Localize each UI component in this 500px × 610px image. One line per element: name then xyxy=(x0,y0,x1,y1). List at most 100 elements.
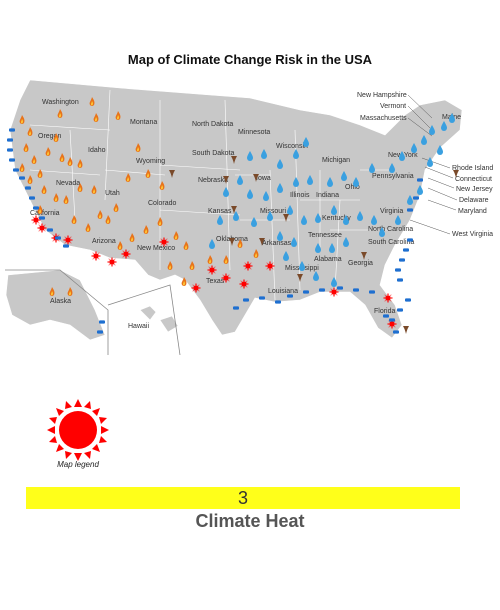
coastal-flood-icon xyxy=(39,216,45,220)
state-label-wisconsin: Wisconsin xyxy=(276,143,308,150)
state-label-montana: Montana xyxy=(130,119,157,126)
state-label-north-dakota: North Dakota xyxy=(192,121,233,128)
state-label-tennessee: Tennessee xyxy=(308,232,342,239)
heat-sun-icon xyxy=(37,223,47,233)
coastal-flood-icon xyxy=(403,248,409,252)
state-label-hawaii: Hawaii xyxy=(128,323,149,330)
heat-sun-icon xyxy=(191,283,201,293)
state-label-florida: Florida xyxy=(374,308,396,315)
coastal-flood-icon xyxy=(397,278,403,282)
state-label-washington: Washington xyxy=(42,99,79,106)
heat-sun-icon xyxy=(63,235,73,245)
coastal-flood-icon xyxy=(383,314,389,318)
coastal-flood-icon xyxy=(405,298,411,302)
state-label-ohio: Ohio xyxy=(345,184,360,191)
coastal-flood-icon xyxy=(55,236,61,240)
coastal-flood-icon xyxy=(393,330,399,334)
usa-lower48-shape xyxy=(9,79,463,339)
coastal-flood-icon xyxy=(63,244,69,248)
state-label-utah: Utah xyxy=(105,190,120,197)
heat-sun-icon xyxy=(243,261,253,271)
heat-sun-icon xyxy=(159,237,169,247)
state-label-arkansas: Arkansas xyxy=(262,240,292,247)
coastal-flood-icon xyxy=(259,296,265,300)
state-label-minnesota: Minnesota xyxy=(238,129,270,136)
state-label-delaware: Delaware xyxy=(459,197,489,204)
state-label-alaska: Alaska xyxy=(50,298,71,305)
coastal-flood-icon xyxy=(399,258,405,262)
coastal-flood-icon xyxy=(243,298,249,302)
coastal-flood-icon xyxy=(19,176,25,180)
callout-lines xyxy=(407,94,458,235)
state-label-iowa: Iowa xyxy=(256,175,271,182)
state-label-illinois: Illinois xyxy=(290,192,310,199)
coastal-flood-icon xyxy=(97,330,103,334)
heat-sun-icon xyxy=(265,261,275,271)
state-label-indiana: Indiana xyxy=(316,192,339,199)
state-label-new-jersey: New Jersey xyxy=(456,186,493,193)
coastal-flood-icon xyxy=(47,228,53,232)
heat-sun-icon xyxy=(121,249,131,259)
state-label-missouri: Missouri xyxy=(260,208,287,215)
heat-sun-icon xyxy=(91,251,101,261)
state-label-virginia: Virginia xyxy=(380,208,403,215)
state-label-texas: Texas xyxy=(206,278,225,285)
risk-level-bar: 3 xyxy=(26,487,460,509)
state-label-wyoming: Wyoming xyxy=(136,158,165,165)
coastal-flood-icon xyxy=(389,318,395,322)
state-label-north-carolina: North Carolina xyxy=(368,226,413,233)
coastal-flood-icon xyxy=(25,186,31,190)
state-borders xyxy=(29,89,395,301)
coastal-flood-icon xyxy=(7,138,13,142)
coastal-flood-icon xyxy=(413,196,419,200)
state-label-vermont: Vermont xyxy=(380,103,406,110)
state-label-west-virginia: West Virginia xyxy=(452,231,493,238)
coastal-flood-icon xyxy=(337,286,343,290)
tornado-icon xyxy=(403,326,409,334)
coastal-flood-icon xyxy=(9,158,15,162)
legend-caption: Map legend xyxy=(57,460,99,469)
state-label-nebraska: Nebraska xyxy=(198,177,228,184)
coastal-flood-icon xyxy=(395,268,401,272)
state-label-michigan: Michigan xyxy=(322,157,350,164)
state-label-new-hampshire: New Hampshire xyxy=(357,92,407,99)
state-label-rhode-island: Rhode Island xyxy=(452,165,493,172)
state-label-georgia: Georgia xyxy=(348,260,373,267)
coastal-flood-icon xyxy=(417,178,423,182)
state-label-louisiana: Louisiana xyxy=(268,288,298,295)
risk-category: Climate Heat xyxy=(195,511,305,531)
coastal-flood-icon xyxy=(29,196,35,200)
state-label-kentucky: Kentucky xyxy=(322,215,351,222)
inset-divider xyxy=(5,269,181,355)
heat-sun-icon xyxy=(383,293,393,303)
state-label-new-mexico: New Mexico xyxy=(137,245,175,252)
heat-sun-icon xyxy=(207,265,217,275)
us-map-svg: Washington Oregon California Nevada Idah… xyxy=(5,79,493,355)
state-label-maryland: Maryland xyxy=(458,208,487,215)
coastal-flood-icon xyxy=(13,168,19,172)
heat-sun-icon xyxy=(47,399,109,461)
heat-sun-icon xyxy=(221,273,231,283)
state-label-massachusetts: Massachusetts xyxy=(360,115,407,122)
hawaii-shape xyxy=(139,305,179,333)
state-label-oregon: Oregon xyxy=(38,133,61,140)
coastal-flood-icon xyxy=(99,320,105,324)
coastal-flood-icon xyxy=(397,308,403,312)
state-label-connecticut: Connecticut xyxy=(455,176,492,183)
state-label-south-dakota: South Dakota xyxy=(192,150,235,157)
state-label-nevada: Nevada xyxy=(56,180,80,187)
coastal-flood-icon xyxy=(233,306,239,310)
coastal-flood-icon xyxy=(275,300,281,304)
heat-sun-icon xyxy=(31,215,41,225)
heat-sun-icon xyxy=(107,257,117,267)
coastal-flood-icon xyxy=(353,288,359,292)
coastal-flood-icon xyxy=(7,148,13,152)
state-label-south-carolina: South Carolina xyxy=(368,239,414,246)
alaska-shape xyxy=(5,269,106,341)
state-label-arizona: Arizona xyxy=(92,238,116,245)
risk-level-value: 3 xyxy=(237,488,248,508)
coastal-flood-icon xyxy=(303,290,309,294)
state-label-california: California xyxy=(30,210,60,217)
heat-sun-icon xyxy=(239,279,249,289)
state-label-pennsylvania: Pennsylvania xyxy=(372,173,414,180)
